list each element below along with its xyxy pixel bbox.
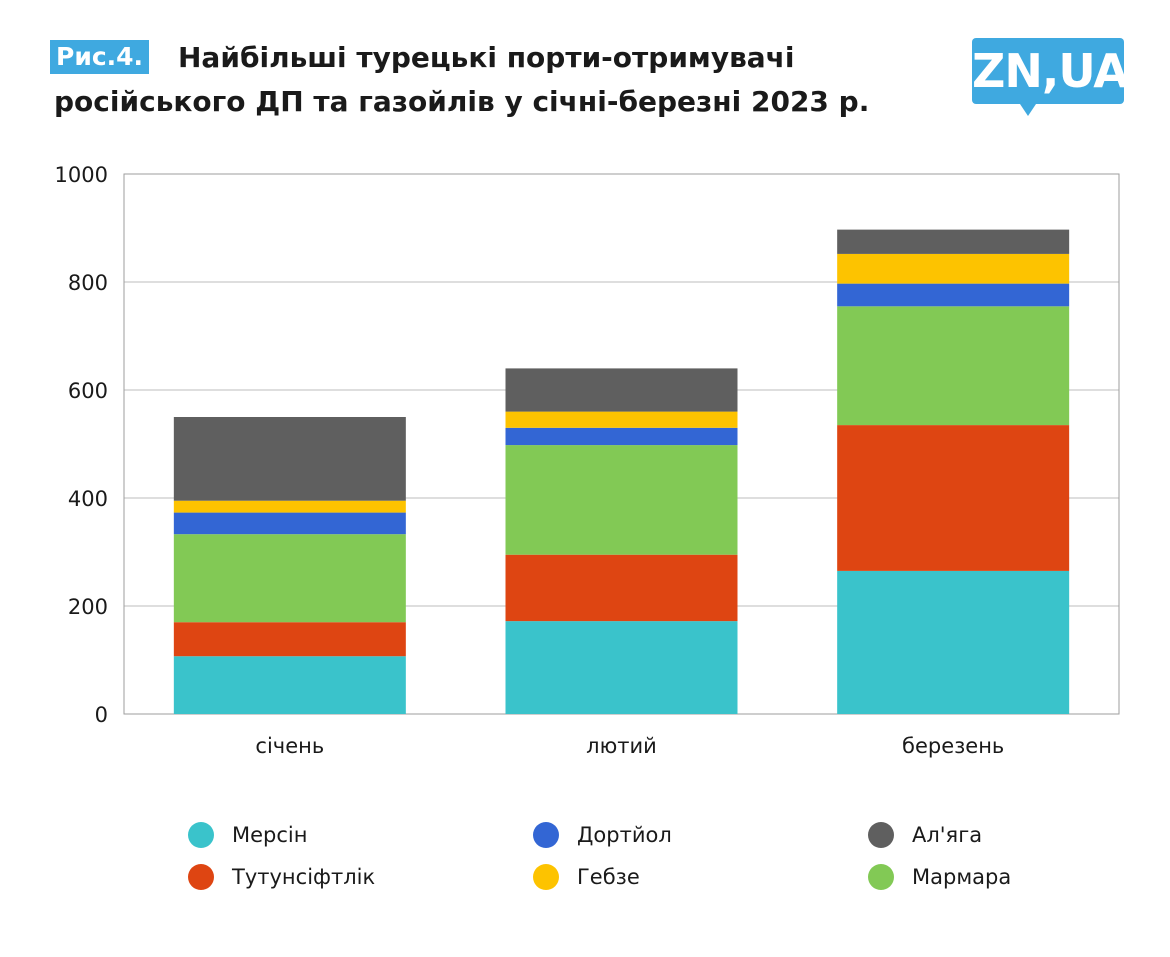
y-tick-label-800: 800	[68, 271, 108, 295]
legend-label-gebze: Гебзе	[577, 865, 640, 889]
legend-swatch-aliaga	[868, 822, 894, 848]
legend-label-marmara: Мармара	[912, 865, 1012, 889]
bar-segment-0-4	[173, 500, 406, 513]
bar-segment-1-3	[505, 427, 738, 446]
legend-swatch-mersin	[188, 822, 214, 848]
bar-segment-0-2	[173, 534, 406, 623]
bar-segment-2-4	[837, 253, 1070, 284]
bar-segment-0-0	[173, 656, 406, 714]
legend-swatch-gebze	[533, 864, 559, 890]
y-tick-label-400: 400	[68, 487, 108, 511]
x-category-label-2: березень	[902, 734, 1004, 758]
zn-ua-logo: ZN,UA	[972, 38, 1129, 116]
chart-legend: Мерсін Дортйол Ал'яга Тутунсіфтлік Гебзе…	[0, 812, 1170, 902]
bar-segment-0-3	[173, 512, 406, 535]
bar-segment-1-1	[505, 554, 738, 622]
bar-segment-2-0	[837, 570, 1070, 714]
chart-header: Рис.4. Найбільші турецькі порти-отримува…	[50, 38, 1130, 128]
bar-segment-2-3	[837, 283, 1070, 307]
y-tick-label-1000: 1000	[55, 163, 108, 187]
y-tick-label-600: 600	[68, 379, 108, 403]
bar-segment-1-5	[505, 368, 738, 412]
y-tick-label-200: 200	[68, 595, 108, 619]
legend-swatch-tutuncifilik	[188, 864, 214, 890]
bar-segment-2-2	[837, 306, 1070, 426]
figure-label: Рис.4.	[50, 40, 150, 74]
legend-item-gebze: Гебзе	[533, 862, 640, 892]
legend-label-tutuncifilik: Тутунсіфтлік	[232, 865, 376, 889]
legend-item-dortyol: Дортйол	[533, 820, 672, 850]
bar-segment-1-4	[505, 411, 738, 428]
x-category-label-1: лютий	[586, 734, 657, 758]
chart-title-line-2: російського ДП та газойлів у січні-берез…	[54, 85, 870, 118]
bar-segment-0-1	[173, 622, 406, 657]
legend-item-tutuncifilik: Тутунсіфтлік	[188, 862, 375, 892]
legend-label-aliaga: Ал'яга	[912, 823, 983, 847]
bar-segment-2-1	[837, 425, 1070, 571]
bar-segment-0-5	[173, 417, 406, 501]
legend-item-mersin: Мерсін	[188, 820, 307, 850]
chart-title-line-1: Найбільші турецькі порти-отримувачі	[178, 41, 795, 74]
legend-item-marmara: Мармара	[868, 862, 1011, 892]
legend-item-aliaga: Ал'яга	[868, 820, 982, 850]
y-tick-label-0: 0	[95, 703, 108, 727]
bar-segment-1-2	[505, 445, 738, 555]
bar-segment-1-0	[505, 621, 738, 714]
stacked-bar-chart: 0 200 400 600 800 1000 січень лютий березень	[55, 163, 1120, 758]
x-category-label-0: січень	[255, 734, 324, 758]
bar-segment-2-5	[837, 229, 1070, 254]
legend-label-dortyol: Дортйол	[577, 823, 672, 847]
legend-swatch-marmara	[868, 864, 894, 890]
legend-swatch-dortyol	[533, 822, 559, 848]
legend-label-mersin: Мерсін	[232, 823, 308, 847]
